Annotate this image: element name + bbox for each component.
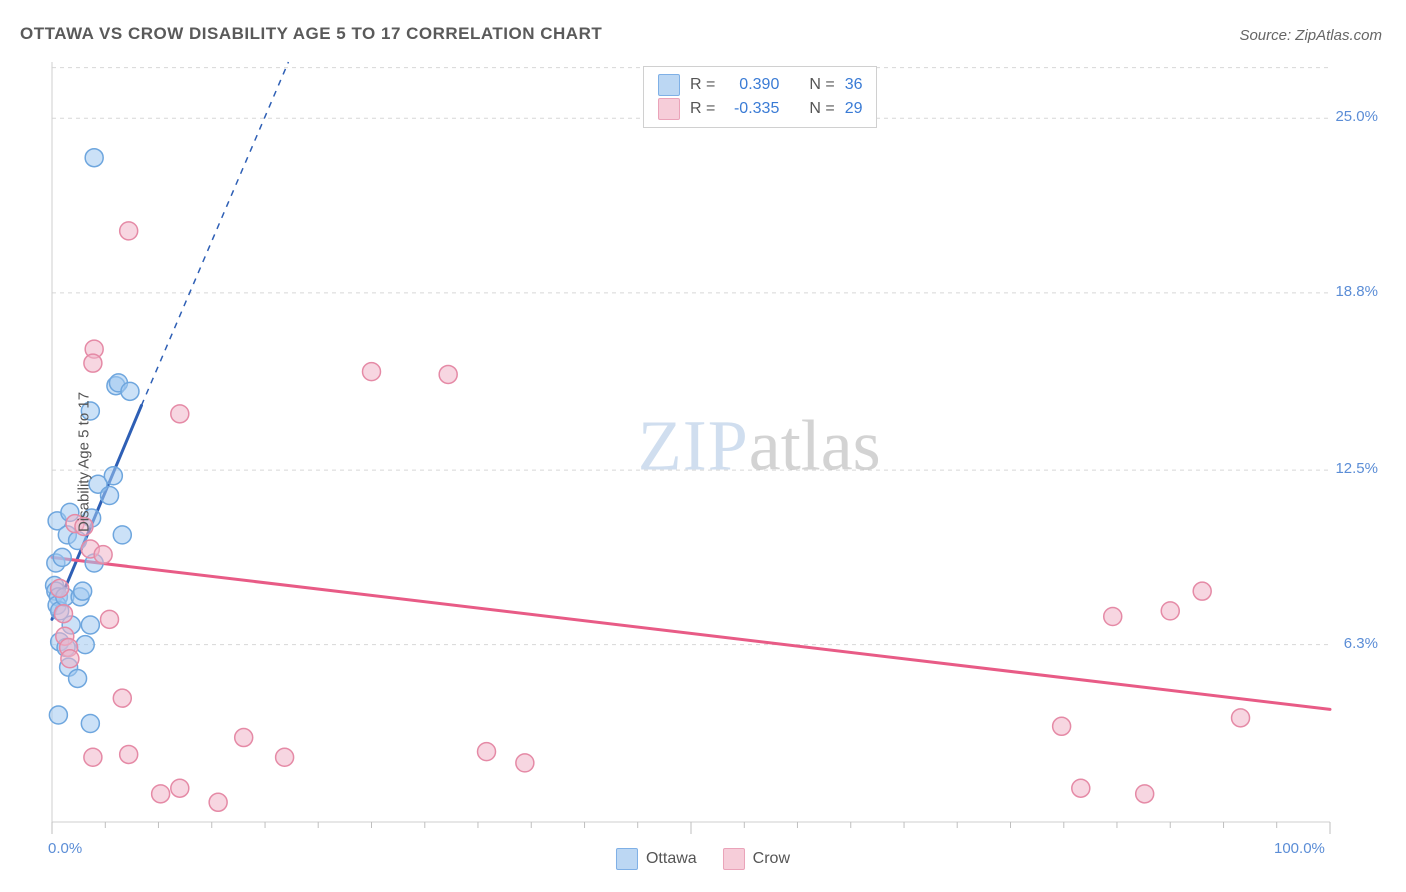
chart-title: OTTAWA VS CROW DISABILITY AGE 5 TO 17 CO… (20, 24, 602, 52)
y-axis-label: Disability Age 5 to 17 (76, 392, 93, 532)
y-tick-label: 18.8% (1335, 283, 1378, 300)
legend-item-crow: Crow (723, 848, 790, 870)
scatter-plot (0, 52, 1406, 872)
x-tick-label: 100.0% (1274, 840, 1325, 857)
x-tick-label: 0.0% (48, 840, 82, 857)
legend-item-ottawa: Ottawa (616, 848, 697, 870)
chart-area: Disability Age 5 to 17 ZIPatlas R = 0.39… (0, 52, 1406, 872)
swatch-ottawa (616, 848, 638, 870)
stats-row-ottawa: R = 0.390 N = 36 (658, 73, 862, 97)
stats-legend: R = 0.390 N = 36 R = -0.335 N = 29 (643, 66, 877, 128)
swatch-crow (658, 98, 680, 120)
swatch-crow (723, 848, 745, 870)
y-tick-label: 25.0% (1335, 108, 1378, 125)
y-tick-label: 12.5% (1335, 460, 1378, 477)
chart-source: Source: ZipAtlas.com (1239, 27, 1382, 52)
swatch-ottawa (658, 74, 680, 96)
series-legend: Ottawa Crow (616, 848, 790, 870)
y-tick-label: 6.3% (1344, 635, 1378, 652)
stats-row-crow: R = -0.335 N = 29 (658, 97, 862, 121)
